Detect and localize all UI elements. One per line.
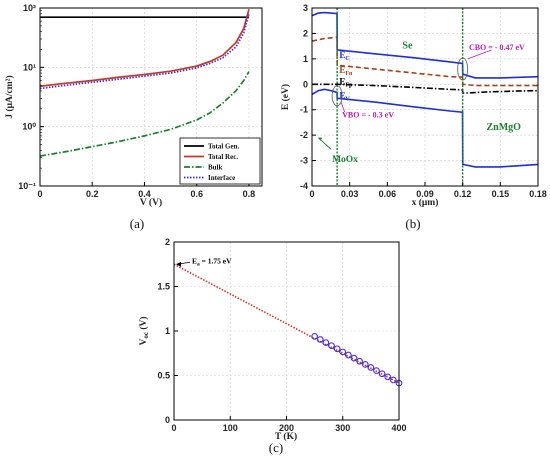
ea-label: Ea = 1.75 eV (192, 256, 232, 267)
series-bulkline (39, 71, 250, 157)
y-tick-label: 3 (303, 3, 308, 13)
y-tick-label: -3 (300, 156, 308, 166)
y-tick-label: 1.5 (157, 282, 170, 292)
y-tick-label: 1 (165, 326, 170, 336)
y-tick-label: 10⁰ (22, 122, 36, 132)
series-e-fn-line (311, 36, 538, 87)
cbo-label: CBO = - 0.47 eV (469, 43, 525, 52)
panel-a-legend: Total Gen. Total Rec. Bulk Interface (179, 137, 261, 185)
y-tick-label: 1 (303, 54, 308, 64)
x-tick-label: 0 (309, 189, 314, 199)
y-tick-label: 10¹ (23, 62, 36, 72)
series-e-v-line (311, 88, 539, 168)
voc-data-point (328, 342, 335, 350)
y-tick-label: 0 (165, 415, 170, 425)
panel-c-label: (c) (269, 440, 283, 455)
panel-c-voc-temperature: Ea = 1.75 eV 0 100 200 300 400 0 0.5 1 1.5 2 T (K… (138, 237, 407, 455)
voc-data-point (339, 348, 347, 356)
ea-arrowhead (176, 261, 181, 267)
voc-data-point (333, 345, 341, 353)
vbo-pointer (340, 101, 346, 113)
voc-data-point (316, 336, 324, 343)
x-tick-label: 0 (37, 189, 42, 199)
x-tick-label: 400 (391, 423, 406, 433)
panel-c-ylabel: Voc (V) (138, 316, 150, 345)
voc-data-point (311, 332, 318, 340)
cbo-ellipse (457, 57, 469, 81)
x-tick-label: 0.03 (341, 189, 359, 199)
fit-line (173, 263, 400, 384)
panel-a-label: (a) (130, 216, 144, 231)
x-tick-label: 0.8 (243, 189, 256, 199)
x-tick-label: 100 (223, 423, 238, 433)
cbo-pointer (467, 49, 492, 60)
moox-arrowhead (318, 137, 323, 141)
x-tick-label: 0 (171, 423, 176, 433)
legend-label: Interface (208, 174, 235, 182)
panel-b-label: (b) (405, 216, 420, 231)
x-tick-label: 0.12 (454, 189, 472, 199)
legend-label: Bulk (208, 164, 223, 172)
series-interfaceline (39, 13, 250, 90)
y-tick-label: 0 (303, 79, 308, 89)
panel-b-xlabel: x (μm) (412, 197, 439, 208)
voc-data-point (390, 376, 397, 384)
x-tick-label: 0.6 (190, 189, 203, 199)
y-tick-label: 2 (165, 237, 170, 247)
y-tick-label: 0.5 (157, 371, 170, 381)
voc-data-point (322, 339, 330, 346)
x-tick-label: 0.09 (416, 189, 434, 199)
panel-a-ylabel: J (μA/cm²) (4, 75, 15, 118)
y-tick-label: -4 (300, 181, 308, 191)
znmgo-layer-label: ZnMgO (487, 122, 522, 133)
efp-label: EFp (339, 76, 353, 88)
panel-a-xlabel: V (V) (140, 197, 162, 208)
x-tick-label: 0.2 (86, 189, 99, 199)
y-tick-label: -2 (300, 130, 308, 140)
voc-data-point (373, 367, 380, 374)
voc-data-point (356, 357, 363, 365)
series-total-rec-line (39, 9, 250, 88)
x-tick-label: 0.18 (529, 189, 547, 199)
voc-data-point (350, 354, 358, 362)
efn-label: EFn (339, 65, 353, 77)
panel-a-frame (39, 7, 263, 187)
series-e-c-line (311, 11, 539, 79)
voc-data-point (361, 361, 369, 368)
x-tick-label: 300 (335, 423, 350, 433)
y-tick-label: 2 (303, 28, 308, 38)
voc-data-point (367, 364, 375, 371)
x-tick-label: 0.06 (379, 189, 397, 199)
ec-label: EC (339, 50, 349, 62)
legend-label: Total Rec. (208, 153, 238, 161)
series-e-fp-line (312, 83, 539, 95)
x-tick-label: 0.4 (138, 189, 151, 199)
panel-b-ylabel: E (eV) (280, 84, 291, 110)
x-tick-label: 0.15 (492, 189, 510, 199)
y-tick-label: 10² (23, 3, 36, 13)
vbo-ellipse (331, 85, 343, 107)
voc-data-point (345, 351, 352, 359)
se-layer-label: Se (402, 41, 413, 52)
panel-c-xlabel: T (K) (275, 431, 297, 442)
vbo-label: VBO = - 0.3 eV (342, 110, 394, 119)
moox-layer-label: MoOx (332, 155, 358, 165)
y-tick-label: -1 (300, 105, 308, 115)
x-tick-label: 200 (279, 423, 294, 433)
voc-data-point (384, 373, 392, 381)
voc-data-point (378, 370, 386, 378)
y-tick-label: 10⁻¹ (18, 181, 36, 191)
legend-label: Total Gen. (208, 143, 239, 151)
